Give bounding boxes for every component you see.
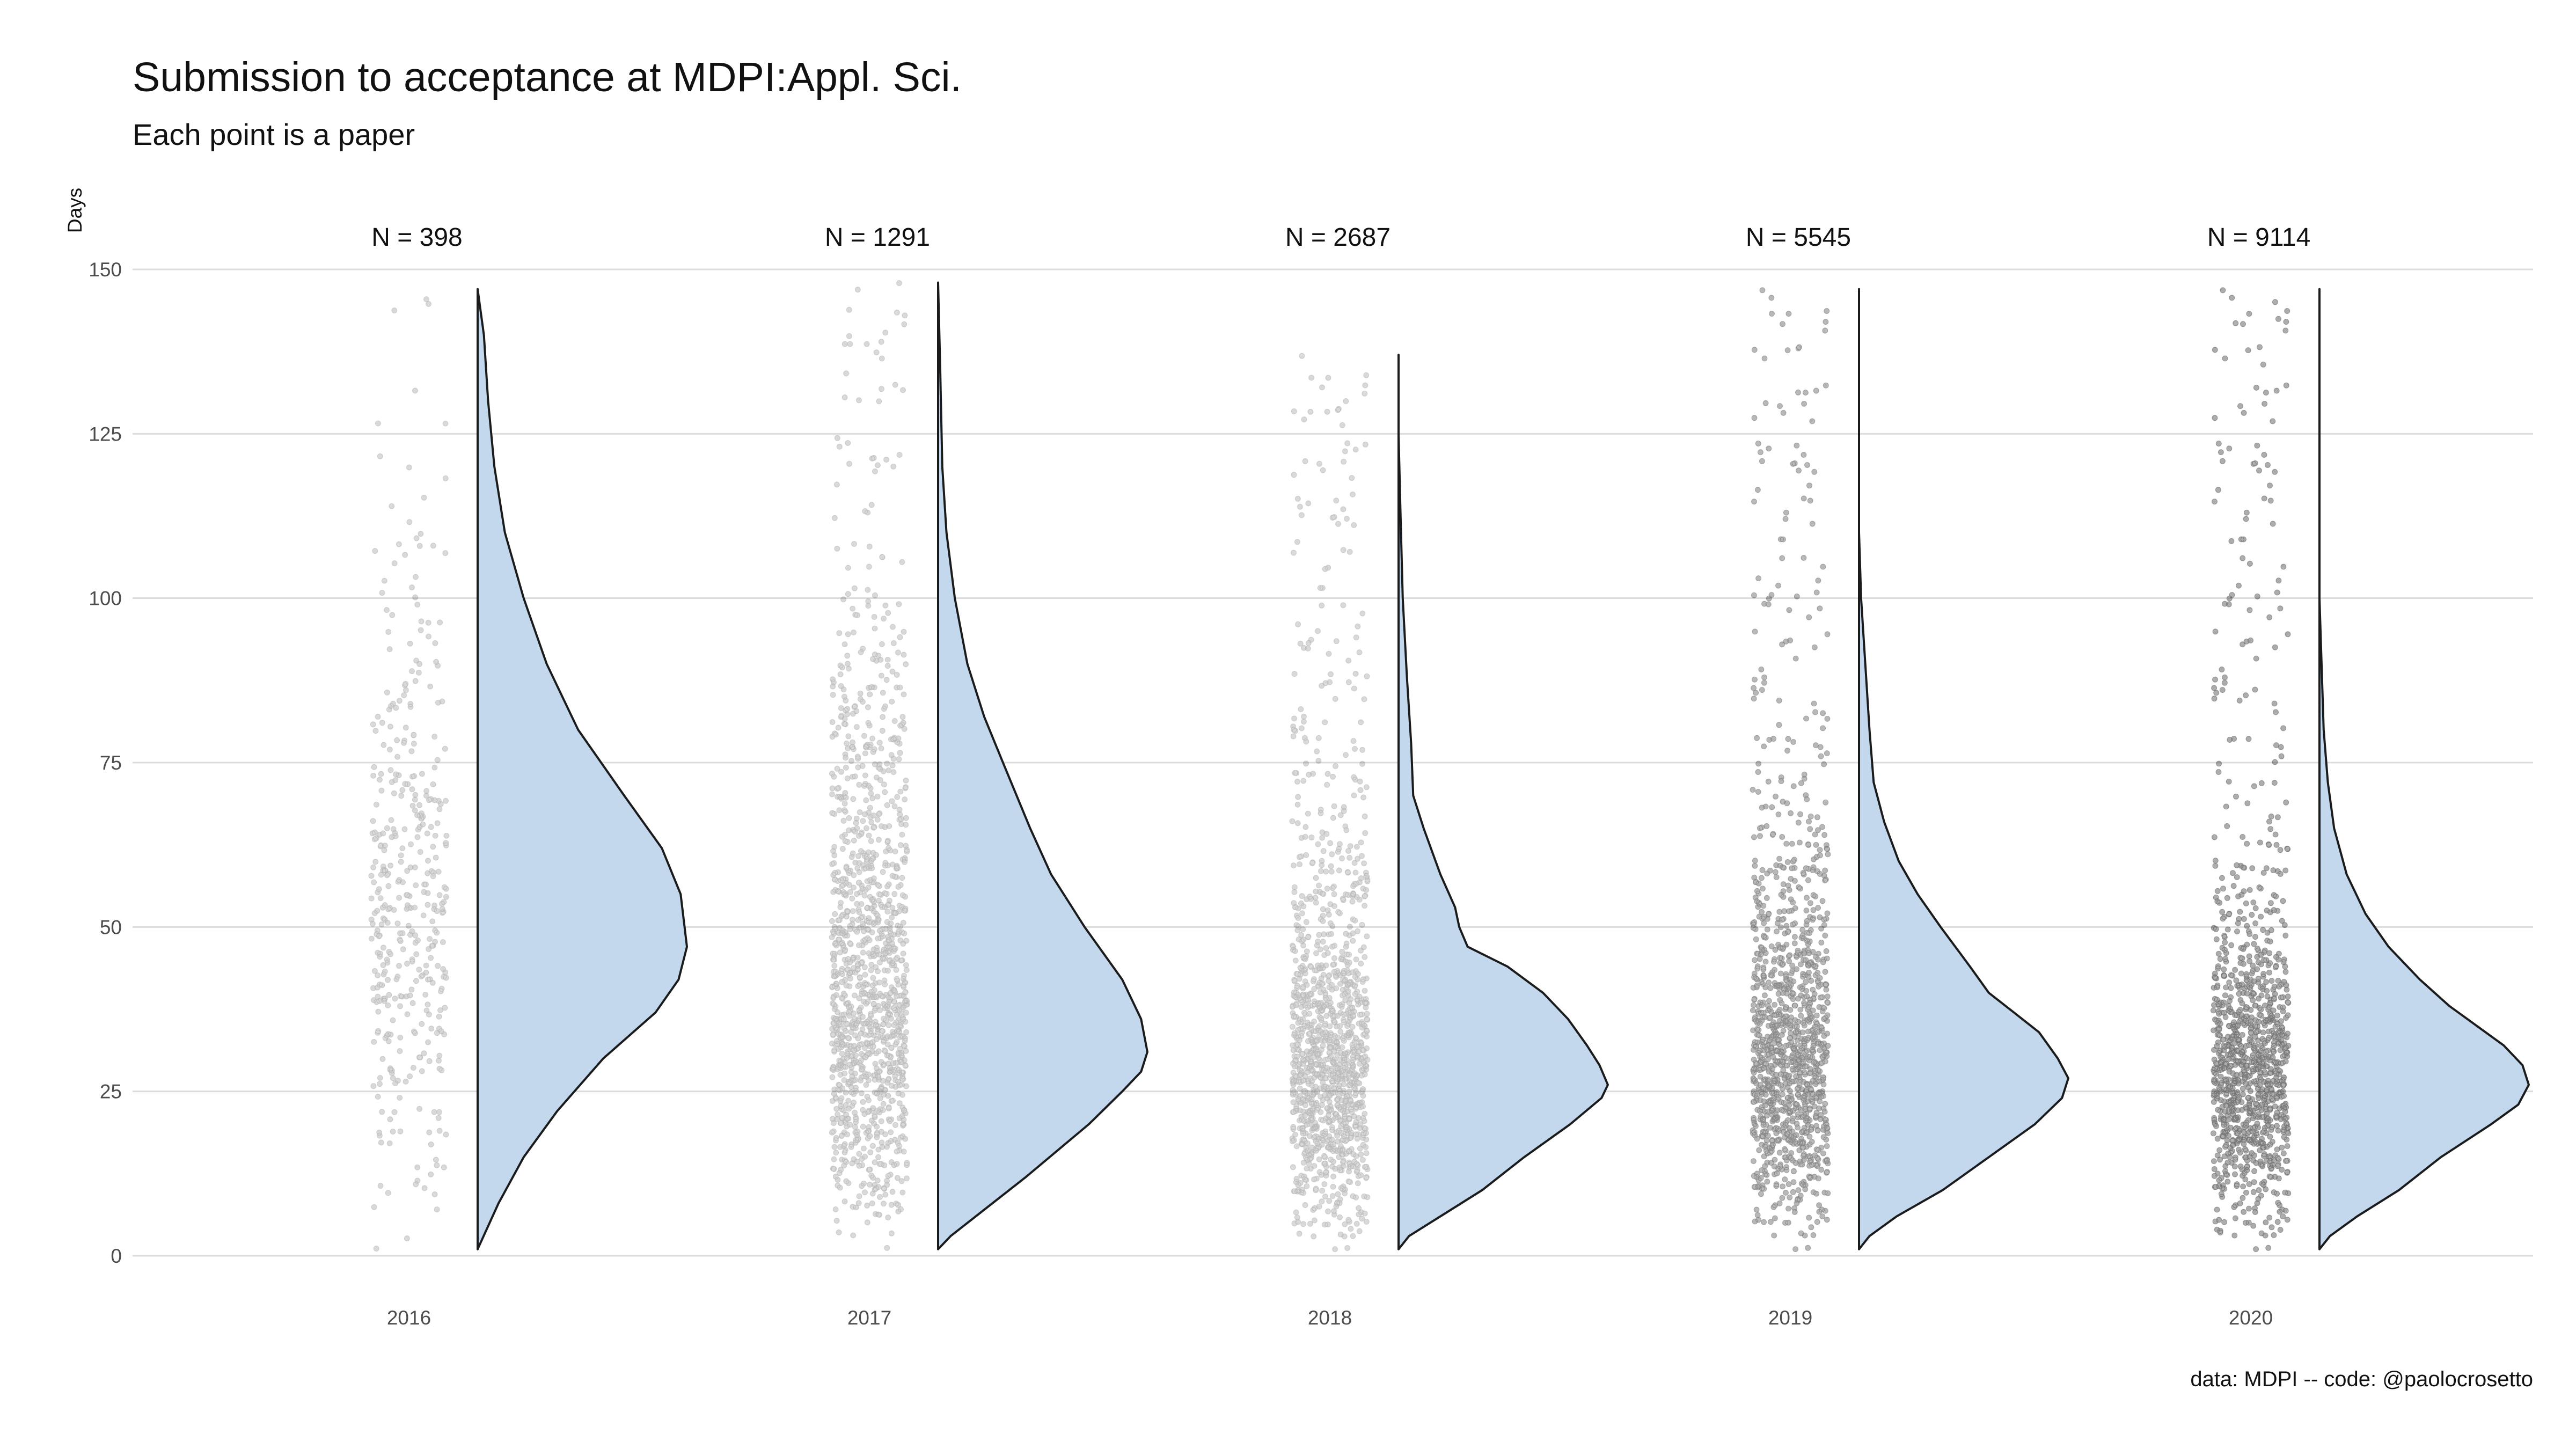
group-n-label: N = 398	[371, 223, 462, 252]
y-tick-label: 75	[100, 752, 122, 774]
y-tick-label: 150	[89, 259, 122, 281]
group-n-label: N = 2687	[1285, 223, 1391, 252]
data-points	[2210, 287, 2292, 1253]
y-tick-label: 0	[111, 1245, 122, 1267]
density-cloud	[1858, 288, 2069, 1250]
density-cloud	[937, 281, 1148, 1250]
data-points	[368, 296, 450, 1252]
group-n-label: N = 9114	[2207, 223, 2311, 252]
density-cloud	[1397, 354, 1609, 1250]
data-points	[1289, 353, 1371, 1253]
x-tick-label: 2019	[1768, 1307, 1812, 1329]
group-n-label: N = 5545	[1746, 223, 1851, 252]
y-tick-label: 100	[89, 588, 122, 610]
data-points	[1750, 287, 1831, 1253]
y-tick-label: 125	[89, 423, 122, 445]
x-tick-label: 2017	[847, 1307, 891, 1329]
data-points	[829, 280, 910, 1251]
x-tick-label: 2018	[1308, 1307, 1352, 1329]
y-tick-label: 25	[100, 1081, 122, 1103]
group-n-label: N = 1291	[825, 223, 930, 252]
x-tick-label: 2016	[387, 1307, 431, 1329]
x-tick-label: 2020	[2229, 1307, 2273, 1329]
density-cloud	[477, 288, 688, 1250]
chart-title: Submission to acceptance at MDPI:Appl. S…	[133, 54, 962, 100]
density-cloud	[2318, 288, 2530, 1250]
y-tick-label: 50	[100, 916, 122, 938]
y-axis-label: Days	[64, 188, 86, 233]
chart-subtitle: Each point is a paper	[133, 118, 415, 151]
chart-caption: data: MDPI -- code: @paolocrosetto	[2190, 1367, 2533, 1391]
